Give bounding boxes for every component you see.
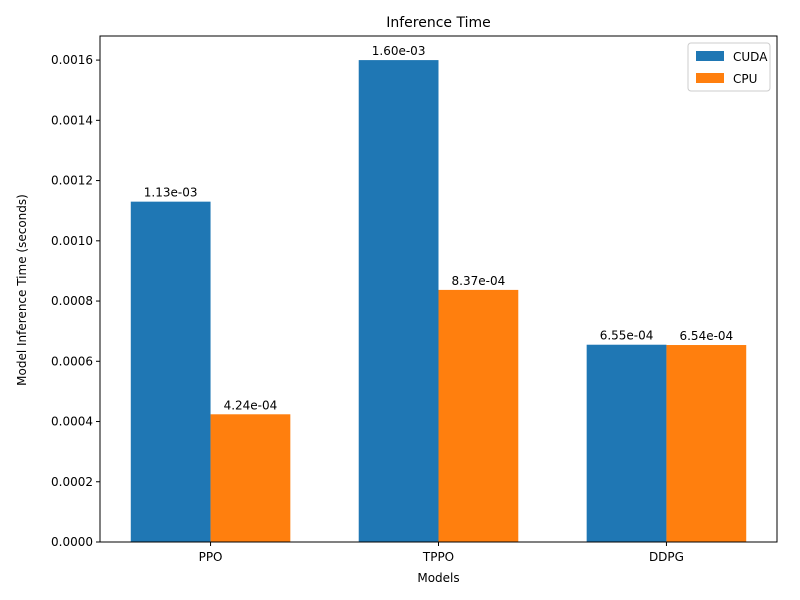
data-label-cpu-tppo: 8.37e-04 <box>452 274 506 288</box>
y-tick-label: 0.0014 <box>51 113 93 127</box>
y-tick-label: 0.0006 <box>51 354 93 368</box>
data-label-cpu-ddpg: 6.54e-04 <box>679 329 733 343</box>
x-tick-label-ddpg: DDPG <box>649 550 684 564</box>
y-tick-label: 0.0008 <box>51 294 93 308</box>
x-tick-label-ppo: PPO <box>199 550 223 564</box>
chart-title: Inference Time <box>386 15 491 31</box>
legend: CUDA CPU <box>687 42 771 92</box>
bar-cuda-ddpg <box>586 344 667 542</box>
y-tick-label: 0.0010 <box>51 234 93 248</box>
y-tick-label: 0.0004 <box>51 415 93 429</box>
y-tick-label: 0.0016 <box>51 53 93 67</box>
y-tick-label: 0.0000 <box>51 535 93 549</box>
data-label-cuda-ddpg: 6.55e-04 <box>600 329 654 343</box>
bar-cpu-tppo <box>438 289 519 542</box>
y-tick-label: 0.0002 <box>51 475 93 489</box>
bar-cuda-ppo <box>130 201 211 542</box>
y-tick-label: 0.0012 <box>51 174 93 188</box>
x-tick-label-tppo: TPPO <box>422 550 454 564</box>
legend-swatch-cuda <box>696 51 724 61</box>
legend-label-cuda: CUDA <box>733 50 768 64</box>
data-label-cuda-tppo: 1.60e-03 <box>372 44 426 58</box>
x-axis-label: Models <box>417 571 459 585</box>
plot-area: 1.13e-03 1.60e-03 6.55e-04 4.24e-04 8.37e-04… <box>51 35 778 564</box>
legend-swatch-cpu <box>696 73 724 83</box>
bar-cuda-tppo <box>358 60 439 542</box>
legend-label-cpu: CPU <box>733 72 757 86</box>
bar-cpu-ppo <box>210 414 291 542</box>
data-label-cpu-ppo: 4.24e-04 <box>224 398 278 412</box>
y-axis-label: Model Inference Time (seconds) <box>15 194 29 386</box>
data-label-cuda-ppo: 1.13e-03 <box>144 186 198 200</box>
bar-cpu-ddpg <box>666 345 747 542</box>
